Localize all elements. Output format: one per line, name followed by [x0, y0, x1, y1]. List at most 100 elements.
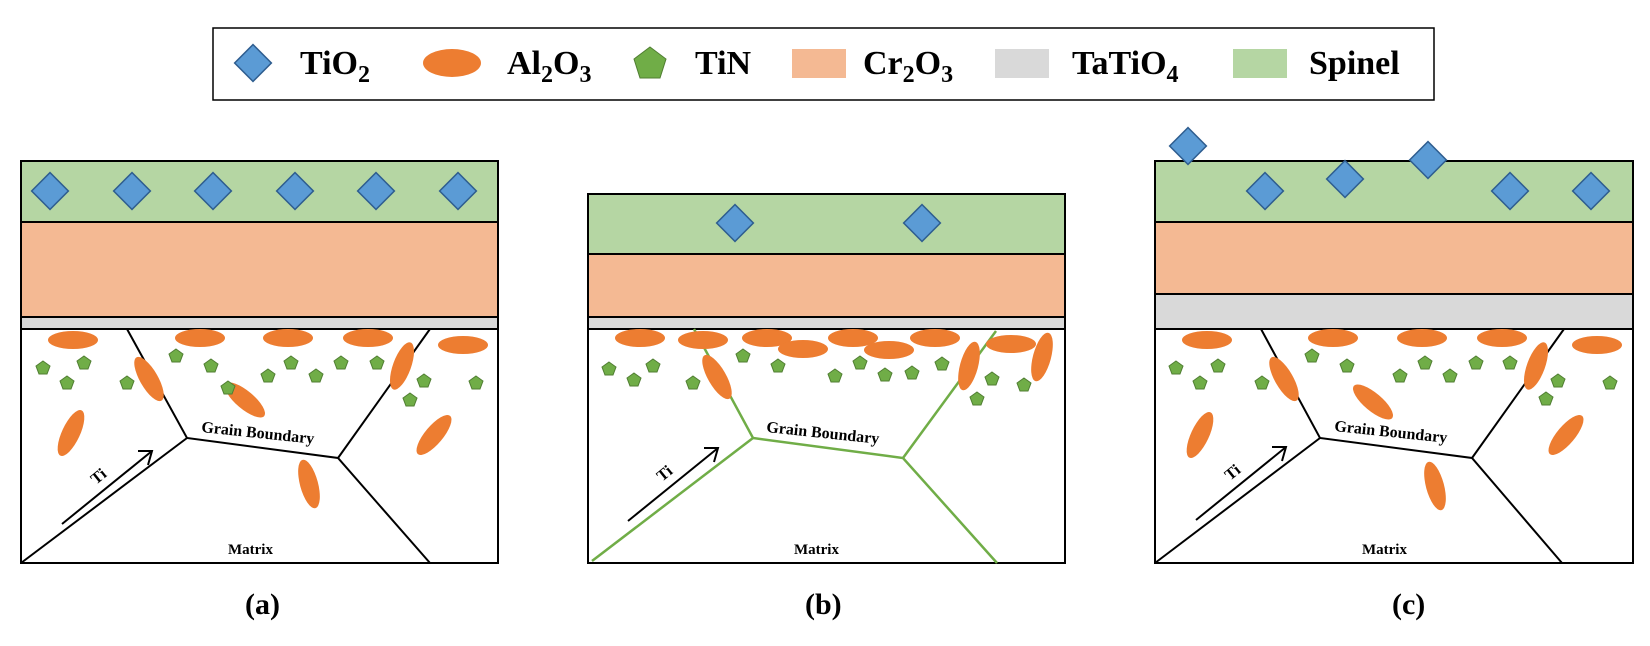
al2o3-ellipse	[1186, 412, 1214, 458]
tio2-diamond	[1168, 126, 1208, 166]
tio2-diamond	[356, 171, 396, 211]
tio2-diamond	[275, 171, 315, 211]
al2o3-ellipse	[702, 354, 732, 400]
tin-pentagon	[333, 355, 349, 370]
cr2o3-layer	[1154, 221, 1634, 295]
tio2-particles	[1168, 126, 1611, 211]
tin-pentagon	[770, 358, 786, 373]
tin-pentagon	[203, 358, 219, 373]
tin-pentagon	[904, 365, 920, 380]
legend-item-al2o3: Al2O3	[423, 45, 591, 88]
al2o3-ellipse	[134, 356, 164, 402]
tin-pentagon	[1417, 355, 1433, 370]
spinel-layer	[1154, 160, 1634, 223]
svg-text:Al2O3: Al2O3	[507, 45, 591, 88]
al2o3-ellipse	[678, 331, 728, 349]
tin-pentagon	[1502, 355, 1518, 370]
al2o3-ellipse	[224, 382, 266, 418]
al2o3-ellipse	[389, 342, 415, 390]
tin-pentagon	[35, 360, 51, 375]
tin-pentagon	[645, 358, 661, 373]
tin-pentagon	[1339, 358, 1355, 373]
tin-pentagon	[1468, 355, 1484, 370]
cr2o3-layer	[587, 253, 1066, 318]
legend-label-tin: TiN	[695, 45, 752, 82]
tin-pentagon	[1602, 375, 1618, 390]
panel-a: Ti Grain Boundary Matrix (a)	[20, 160, 499, 621]
al2o3-ellipse	[910, 329, 960, 347]
tin-pentagon	[308, 368, 324, 383]
tin-pentagon	[119, 375, 135, 390]
tin-pentagon	[1392, 368, 1408, 383]
tin-pentagon	[827, 368, 843, 383]
spinel-layer	[20, 160, 499, 223]
al2o3-ellipse	[742, 329, 792, 347]
diamond-icon	[233, 43, 273, 83]
al2o3-ellipse	[958, 341, 980, 391]
legend-label-al2o3: Al	[507, 45, 541, 82]
legend-label-tatio4: TaTiO	[1072, 45, 1167, 82]
tin-pentagon	[626, 372, 642, 387]
tin-pentagon	[1304, 348, 1320, 363]
al2o3-ellipse	[298, 459, 320, 509]
legend-label-tio2: TiO	[300, 45, 358, 82]
tin-pentagon	[1442, 368, 1458, 383]
svg-text:Cr2O3: Cr2O3	[863, 45, 953, 88]
legend-item-tatio4: TaTiO4	[995, 45, 1179, 88]
ellipse-icon	[423, 49, 481, 77]
tin-pentagon	[735, 348, 751, 363]
tio2-diamond	[1490, 171, 1530, 211]
al2o3-ellipse	[1523, 342, 1549, 390]
al2o3-ellipse	[864, 341, 914, 359]
tin-pentagon	[852, 355, 868, 370]
panel-caption: (b)	[805, 588, 842, 621]
al2o3-ellipse	[986, 335, 1036, 353]
al2o3-ellipse	[1548, 414, 1584, 456]
svg-text:TiO2: TiO2	[300, 45, 370, 88]
al2o3-ellipse	[778, 340, 828, 358]
tin-pentagon	[685, 375, 701, 390]
tin-particles	[1168, 348, 1618, 406]
al2o3-ellipse	[263, 329, 313, 347]
tio2-diamond	[112, 171, 152, 211]
tin-pentagon	[1016, 377, 1032, 392]
matrix-label: Matrix	[1362, 542, 1407, 558]
legend-item-cr2o3: Cr2O3	[792, 45, 953, 88]
tin-pentagon	[168, 348, 184, 363]
tin-pentagon	[76, 355, 92, 370]
tin-pentagon	[416, 373, 432, 388]
tatio4-layer	[587, 316, 1066, 330]
tio2-diamond	[1325, 159, 1365, 199]
al2o3-particles	[1182, 329, 1622, 511]
al2o3-ellipse	[1031, 332, 1053, 382]
tatio4-layer	[1154, 293, 1634, 330]
rect-swatch-icon	[792, 49, 846, 78]
al2o3-ellipse	[1182, 331, 1232, 349]
rect-swatch-icon	[995, 49, 1049, 78]
al2o3-ellipse	[1424, 461, 1446, 511]
tin-pentagon	[59, 375, 75, 390]
spinel-layer	[587, 193, 1066, 255]
legend-item-tio2: TiO2	[233, 43, 370, 88]
legend-item-spinel: Spinel	[1233, 45, 1400, 82]
tin-particles	[601, 348, 1032, 406]
tio2-diamond	[193, 171, 233, 211]
al2o3-ellipse	[1397, 329, 1447, 347]
al2o3-ellipse	[48, 331, 98, 349]
tin-pentagon	[369, 355, 385, 370]
legend-item-tin: TiN	[633, 45, 752, 82]
al2o3-particles	[615, 329, 1053, 400]
tin-pentagon	[1168, 360, 1184, 375]
tio2-diamond	[30, 171, 70, 211]
al2o3-ellipse	[1352, 384, 1394, 420]
panel-caption: (c)	[1392, 588, 1425, 621]
al2o3-particles	[48, 329, 488, 509]
panel-b: Ti Grain Boundary Matrix (b)	[587, 193, 1066, 621]
matrix-region	[587, 328, 1066, 564]
pentagon-icon	[633, 46, 667, 79]
tin-pentagon	[220, 380, 236, 395]
tin-pentagon	[260, 368, 276, 383]
tin-pentagon	[1192, 375, 1208, 390]
tin-pentagon	[1210, 358, 1226, 373]
tin-pentagon	[969, 391, 985, 406]
